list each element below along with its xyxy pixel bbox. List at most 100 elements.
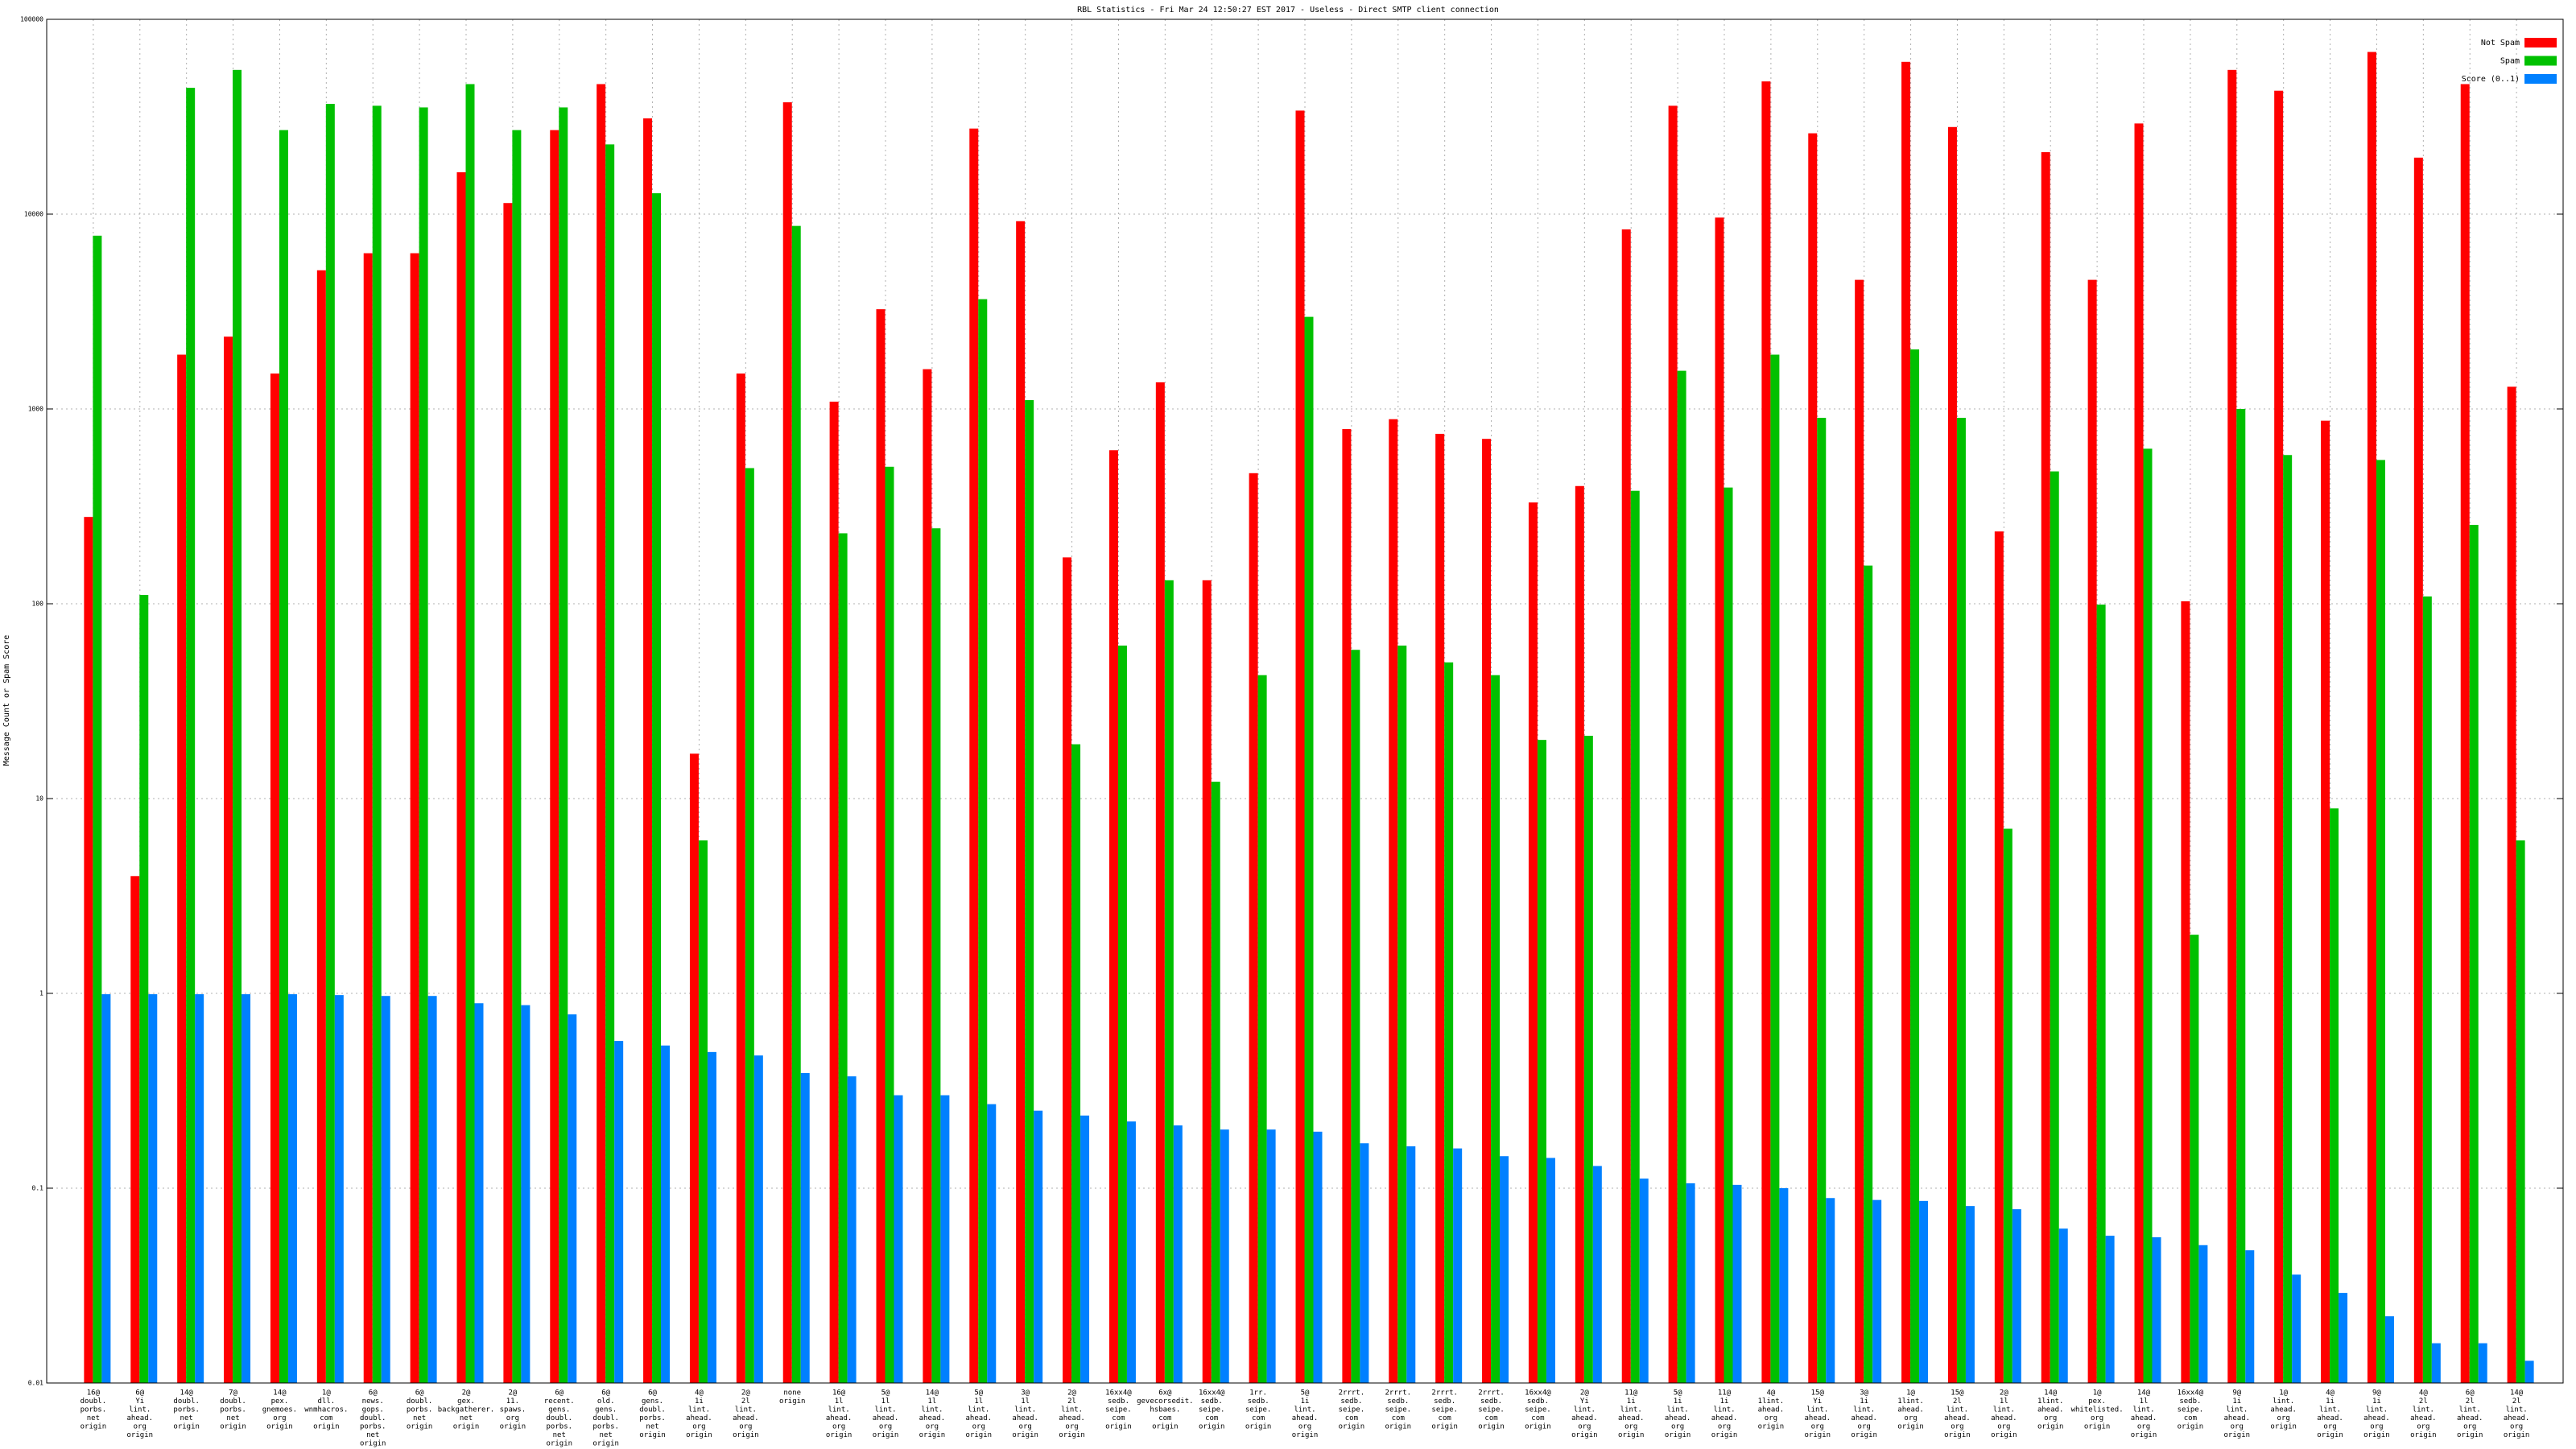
x-tick-label: com (1439, 1414, 1451, 1422)
x-tick-label: ahead. (733, 1414, 759, 1422)
x-tick-label: origin (1012, 1431, 1038, 1439)
x-tick-label: ahead. (1991, 1414, 2017, 1422)
x-tick-label: 6@ (555, 1389, 564, 1397)
bar (177, 354, 187, 1383)
x-tick-label: porbs. (639, 1414, 666, 1422)
x-tick-label: origin (1059, 1431, 1085, 1439)
bar (139, 595, 149, 1383)
x-tick-label: 16xx4@ (1105, 1389, 1132, 1397)
x-tick-label: origin (313, 1423, 340, 1431)
x-tick-label: hsbaes. (1150, 1406, 1180, 1414)
x-tick-label: origin (1618, 1431, 1645, 1439)
x-tick-label: doubl. (547, 1414, 573, 1422)
bar (427, 996, 437, 1383)
y-tick-label: 0.1 (32, 1185, 44, 1192)
legend-swatch (2524, 74, 2557, 84)
x-tick-label: com (2184, 1414, 2197, 1422)
bar (2041, 152, 2050, 1383)
bar (1715, 217, 1724, 1383)
x-tick-label: 9@ (2232, 1389, 2241, 1397)
x-tick-label: org (2044, 1414, 2057, 1422)
bar (1406, 1146, 1416, 1383)
x-tick-label: gens. (595, 1406, 617, 1414)
x-tick-label: origin (873, 1431, 899, 1439)
x-tick-label: 6@ (2466, 1389, 2475, 1397)
bar (1910, 349, 1920, 1383)
x-tick-label: net (180, 1414, 193, 1422)
x-tick-label: org (1671, 1423, 1684, 1431)
x-tick-label: 2@ (1067, 1389, 1076, 1397)
x-tick-label: 2l (2512, 1397, 2521, 1406)
bar (1855, 279, 1864, 1384)
bar (465, 84, 475, 1383)
x-tick-label: org (273, 1414, 286, 1422)
bar (894, 1095, 903, 1383)
x-tick-label: 1l (2140, 1397, 2149, 1406)
x-tick-label: ahead. (1805, 1414, 1831, 1422)
bar (2096, 605, 2106, 1383)
bar (753, 1055, 763, 1383)
x-tick-label: ahead. (966, 1414, 993, 1422)
x-tick-label: dll. (317, 1397, 335, 1406)
x-tick-label: 1l (2000, 1397, 2008, 1406)
bar (745, 468, 754, 1384)
x-tick-label: ahead. (2224, 1414, 2251, 1422)
x-tick-label: 4@ (695, 1389, 704, 1397)
x-tick-label: gex. (457, 1397, 475, 1406)
bar (1947, 126, 1957, 1384)
bar (2330, 808, 2339, 1383)
x-tick-label: 2@ (2000, 1389, 2008, 1397)
x-tick-label: lint. (2459, 1406, 2481, 1414)
x-tick-label: net (87, 1414, 100, 1422)
x-tick-label: origin (127, 1431, 154, 1439)
bar (195, 994, 204, 1383)
x-tick-label: ahead. (1665, 1414, 1691, 1422)
bar (2507, 386, 2516, 1383)
x-tick-label: origin (2178, 1423, 2204, 1431)
bar (2367, 52, 2376, 1384)
x-tick-label: org (2417, 1423, 2429, 1431)
plot-frame (46, 19, 2564, 1384)
x-tick-label: lint. (1993, 1406, 2015, 1414)
x-tick-label: org (506, 1414, 519, 1422)
x-tick-label: ahead. (873, 1414, 899, 1422)
bar (456, 172, 466, 1383)
bar (2152, 1236, 2161, 1383)
bar (101, 994, 111, 1383)
bar (1025, 400, 1034, 1383)
y-tick-label: 100000 (20, 16, 43, 23)
bar (1779, 1188, 1789, 1383)
x-tick-label: wnmhacros. (304, 1406, 348, 1414)
bar (1211, 782, 1220, 1383)
bar (2478, 1343, 2487, 1383)
bar (1546, 1158, 1555, 1383)
bar (270, 373, 279, 1383)
x-tick-label: 2@ (1580, 1389, 1589, 1397)
x-tick-label: net (460, 1414, 473, 1422)
x-tick-label: 6@ (369, 1389, 378, 1397)
bar (410, 253, 419, 1384)
bar (130, 876, 140, 1383)
bar (838, 533, 848, 1383)
x-tick-label: pex. (271, 1397, 289, 1406)
x-tick-label: com (1205, 1414, 1218, 1422)
y-tick-label: 100 (32, 601, 44, 608)
bar (736, 373, 745, 1383)
x-tick-label: origin (80, 1423, 107, 1431)
x-tick-label: org (1765, 1414, 1777, 1422)
x-tick-label: origin (1245, 1423, 1272, 1431)
x-tick-label: com (1484, 1414, 1497, 1422)
x-tick-label: ahead. (1292, 1414, 1319, 1422)
x-tick-label: 5@ (1301, 1389, 1310, 1397)
x-tick-label: org (1718, 1423, 1731, 1431)
bar (847, 1076, 857, 1383)
bar (2012, 1209, 2021, 1383)
x-tick-label: origin (1152, 1423, 1179, 1431)
x-tick-label: origin (1431, 1423, 1458, 1431)
bar (1668, 105, 1678, 1384)
x-tick-label: 16@ (832, 1389, 846, 1397)
bar (2292, 1274, 2301, 1383)
bar (93, 235, 102, 1383)
bar (1761, 81, 1771, 1383)
bar (1901, 61, 1911, 1384)
